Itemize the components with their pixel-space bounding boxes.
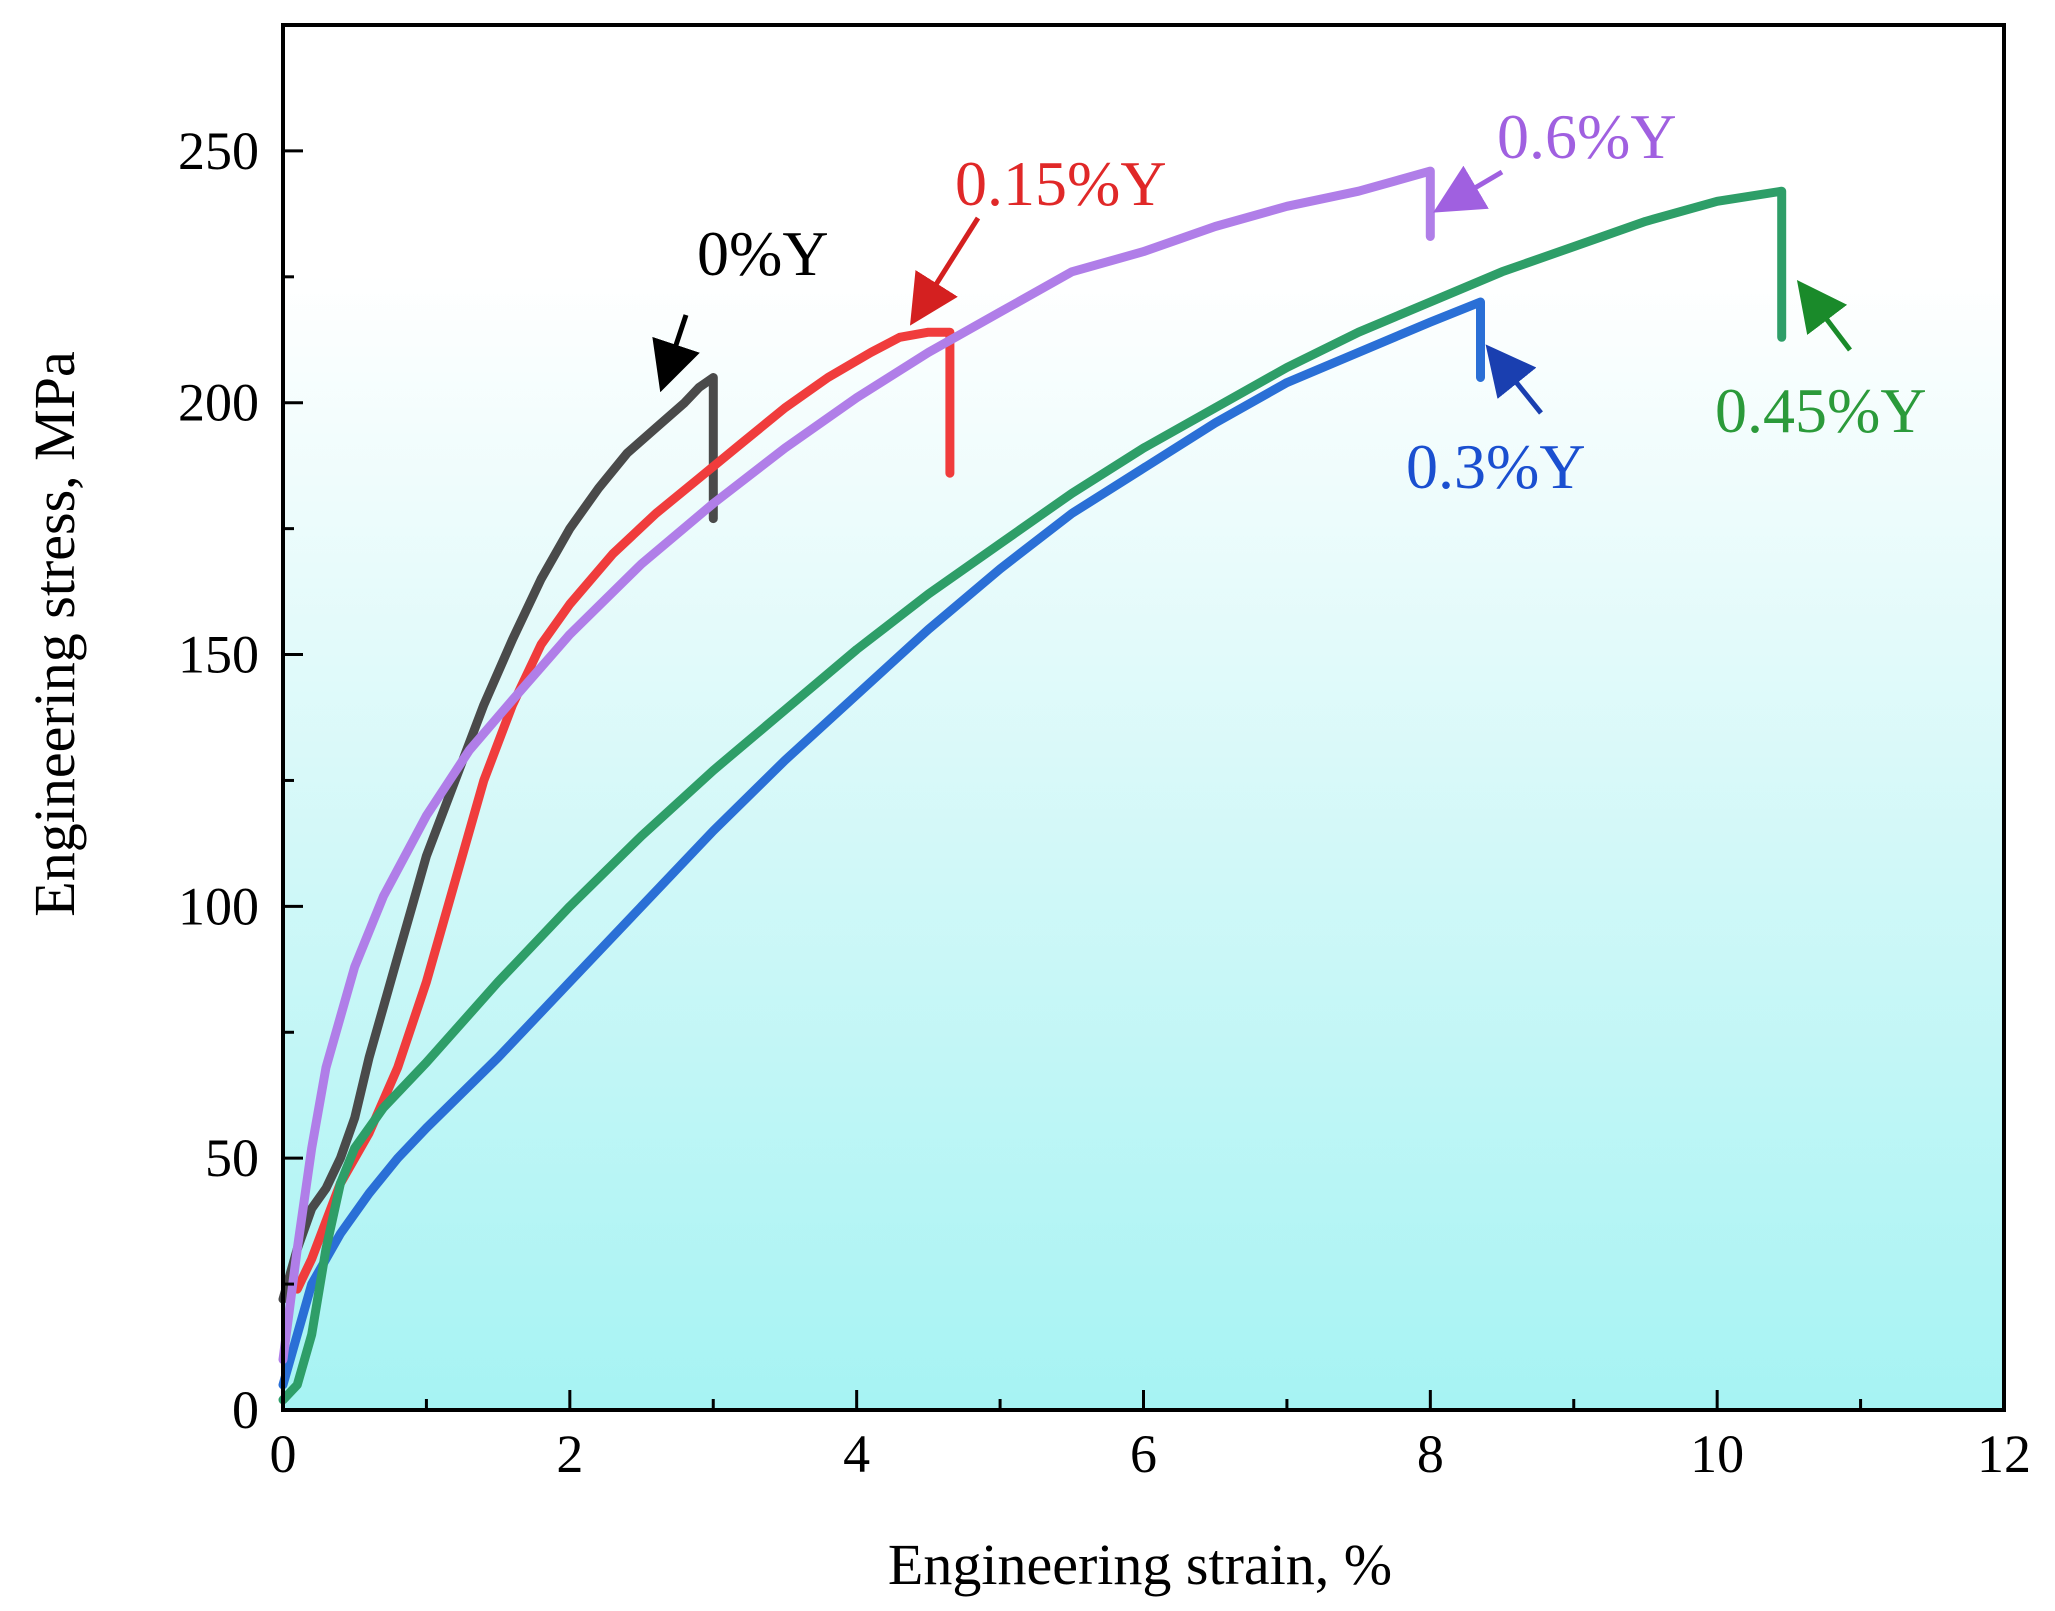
series-line-06y [278,166,1435,1365]
series-line-0y [278,373,718,1304]
label-arrow-06y [1433,165,1504,213]
x-tick-label: 0 [270,1424,297,1484]
series-layer [278,166,1787,1405]
x-tick-label: 10 [1690,1424,1744,1484]
y-axis-title: Engineering stress, MPa [22,351,87,916]
series-line-015y [292,327,955,1294]
y-tick-label: 100 [178,876,259,936]
x-tick-label: 8 [1417,1424,1444,1484]
label-arrow-015y [909,216,981,326]
x-tick-label: 6 [1130,1424,1157,1484]
x-tick-label: 12 [1977,1424,2031,1484]
series-label-06y: 0.6%Y [1497,101,1677,172]
x-tick-labels: 0 2 4 6 8 10 12 [270,1424,2032,1484]
y-tick-label: 150 [178,625,259,685]
y-tick-label: 0 [232,1380,259,1440]
plot-background [283,25,2004,1410]
y-tick-label: 200 [178,373,259,433]
label-arrow-045y [1796,280,1852,352]
series-label-03y: 0.3%Y [1406,431,1586,502]
y-tick-labels: 0 50 100 150 200 250 [178,121,259,1440]
y-tick-label: 50 [205,1128,259,1188]
series-line-045y [278,186,1787,1405]
x-tick-label: 4 [843,1424,870,1484]
series-line-03y [278,297,1485,1390]
label-arrow-0y [652,314,700,393]
y-tick-label: 250 [178,121,259,181]
x-tick-label: 2 [556,1424,583,1484]
series-label-015y: 0.15%Y [955,148,1167,219]
series-label-045y: 0.45%Y [1715,375,1927,446]
label-arrow-03y [1485,344,1543,415]
x-axis-title: Engineering strain, % [888,1532,1392,1597]
series-label-0y: 0%Y [697,218,829,289]
plot-frame [281,23,2006,1412]
